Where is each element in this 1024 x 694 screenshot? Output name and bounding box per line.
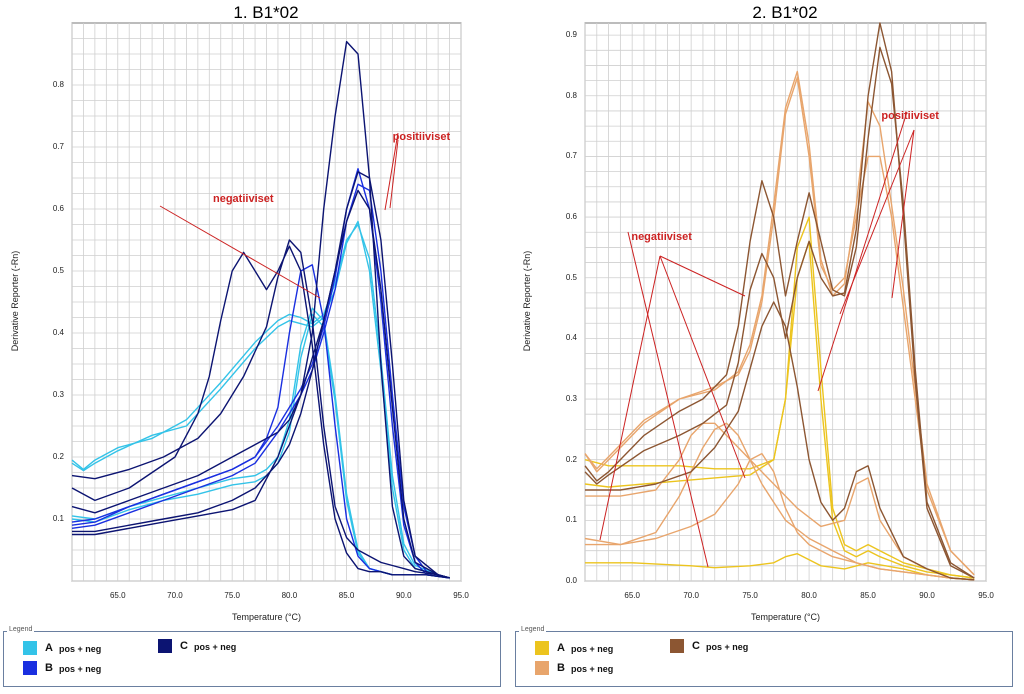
chart2-x-tick-label: 80.0 — [801, 591, 817, 600]
chart1-legend-swatch-b — [23, 661, 37, 675]
chart2-y-tick-label: 0.3 — [565, 394, 577, 404]
chart2-x-tick-label: 65.0 — [624, 591, 640, 600]
chart1-legend-swatch-c — [158, 639, 172, 653]
chart2-annotation-label: positiiviset — [881, 110, 939, 122]
chart1-x-tick-label: 65.0 — [109, 591, 126, 600]
chart1-legend-swatch-a — [23, 641, 37, 655]
chart2-series-line-1 — [584, 216, 975, 579]
chart2-y-tick-label: 0.7 — [565, 151, 577, 161]
chart2-series-line-10 — [584, 22, 975, 579]
chart2-x-tick-label: 95.0 — [978, 591, 994, 600]
chart2-annotation-pointer — [817, 111, 908, 392]
chart2-legend-letter-b: B — [557, 662, 565, 674]
chart1-x-tick-label: 80.0 — [281, 591, 298, 600]
chart2-legend-letter-c: C — [692, 640, 700, 652]
chart1-x-tick-label: 70.0 — [167, 591, 183, 600]
chart2-grid — [584, 23, 987, 582]
chart2-legend-caption: Legend — [519, 626, 547, 633]
chart1-legend-text-b: pos + neg — [59, 664, 102, 674]
chart2-x-tick-label: 85.0 — [860, 591, 876, 600]
chart1-legend-letter-a: A — [45, 642, 53, 654]
chart1-series-line-6 — [71, 183, 450, 579]
chart2-annotation-pointer — [659, 255, 746, 479]
chart1-y-tick-label: 0.2 — [52, 452, 64, 461]
chart2-annotation-pointer — [599, 255, 661, 541]
chart2-y-axis-title: Derivative Reporter (-Rn) — [522, 250, 532, 352]
chart1-y-tick-label: 0.3 — [52, 390, 64, 399]
chart1-y-tick-label: 0.4 — [52, 328, 64, 337]
chart1-y-tick-label: 0.6 — [52, 204, 64, 213]
chart2-x-tick-label: 75.0 — [742, 591, 758, 600]
chart2-x-axis-title: Temperature (°C) — [750, 612, 821, 622]
chart1-x-tick-label: 85.0 — [338, 591, 355, 600]
chart1-legend-box — [3, 631, 501, 687]
chart1-legend-caption: Legend — [7, 626, 35, 633]
chart1-legend-letter-b: B — [45, 662, 53, 674]
chart2-annotation-pointer — [891, 129, 915, 299]
chart2-series-line-2 — [584, 240, 975, 579]
chart1-series-line-12 — [72, 189, 450, 579]
chart2-x-tick-label: 70.0 — [683, 591, 699, 600]
chart2-legend-swatch-a — [535, 641, 549, 655]
chart2-series-line-5 — [584, 70, 975, 576]
chart2-annotation-label: negatiiviset — [631, 231, 692, 244]
chart2-y-tick-label: 0.2 — [565, 454, 577, 464]
chart1-x-tick-label: 75.0 — [224, 591, 240, 600]
chart2-series-line-7 — [585, 452, 975, 581]
chart1-y-tick-label: 0.8 — [52, 80, 64, 89]
chart1-legend-letter-c: C — [180, 640, 188, 652]
chart1-x-tick-label: 90.0 — [395, 591, 412, 600]
chart1-annotation-label: positiiviset — [392, 130, 451, 143]
chart2-legend-text-c: pos + neg — [706, 642, 749, 652]
chart2-annotation-pointer — [659, 255, 746, 297]
chart1-y-axis-title: Derivative Reporter (-Rn) — [10, 250, 20, 352]
chart2-y-tick-label: 0.1 — [565, 515, 577, 525]
chart2-y-tick-label: 0.6 — [565, 212, 577, 222]
chart1-series-line-9 — [71, 239, 450, 579]
chart2-title: 2. B1*02 — [752, 3, 818, 22]
chart2-series-line-11 — [585, 301, 975, 581]
chart1-y-tick-label: 0.7 — [52, 142, 64, 151]
chart2-legend-swatch-c — [670, 639, 684, 653]
chart2-legend-swatch-b — [535, 661, 549, 675]
chart1-title: 1. B1*02 — [233, 3, 299, 22]
chart2-y-tick-label: 0.8 — [565, 90, 577, 100]
chart1-x-tick-label: 95.0 — [453, 591, 469, 600]
chart1-annotation-pointer — [384, 132, 399, 211]
chart1-series-line-7 — [71, 168, 450, 579]
chart2-annotation-pointer — [839, 129, 915, 315]
chart2-y-tick-label: 0.9 — [565, 30, 577, 40]
chart1-y-tick-label: 0.5 — [52, 266, 64, 275]
chart2-legend-box — [515, 631, 1013, 687]
chart1-legend-text-a: pos + neg — [59, 644, 102, 654]
chart1-series-line-10 — [71, 40, 450, 579]
chart1-annotation-label: negatiiviset — [213, 192, 274, 205]
chart2-y-tick-label: 0.0 — [565, 576, 577, 585]
chart2-series-line-3 — [585, 553, 975, 581]
chart1-annotation-pointer — [159, 205, 321, 299]
chart1-legend-text-c: pos + neg — [194, 642, 237, 652]
chart2-legend-text-a: pos + neg — [571, 644, 614, 654]
chart2-y-tick-label: 0.5 — [565, 272, 577, 282]
chart1-x-axis-title: Temperature (°C) — [231, 612, 302, 622]
chart2-annotation-pointer — [627, 231, 709, 568]
chart1-y-tick-label: 0.1 — [52, 514, 64, 523]
chart2-legend-text-b: pos + neg — [571, 664, 614, 674]
chart1-annotation-pointer — [389, 139, 399, 209]
chart2-x-tick-label: 90.0 — [919, 591, 935, 600]
chart2-legend-letter-a: A — [557, 642, 565, 654]
chart2-y-tick-label: 0.4 — [565, 333, 577, 343]
